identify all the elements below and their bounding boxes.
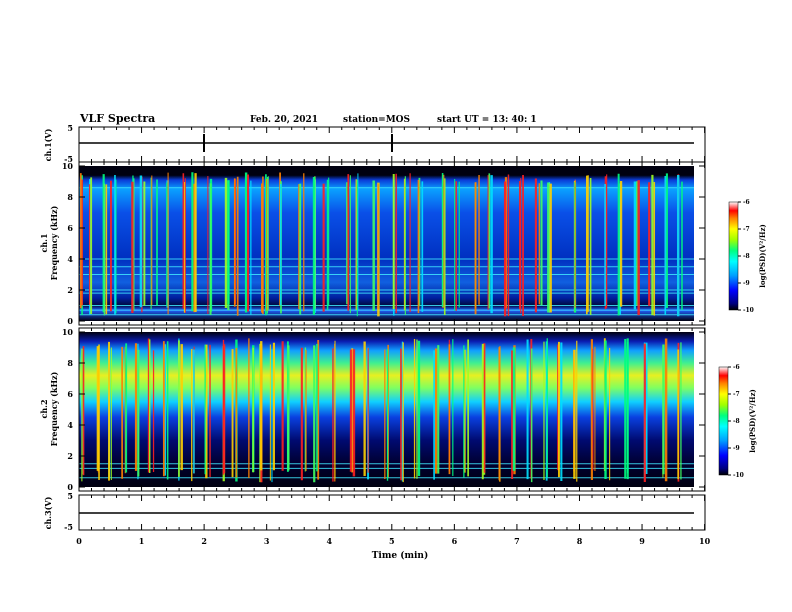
time-tick-label: 2 (201, 536, 207, 546)
ch2-spectrogram-marks (79, 338, 694, 483)
ch3-ytick-bottom: -5 (64, 522, 73, 532)
y-tick-label: 6 (67, 389, 73, 399)
ch2-colorbar-ticks: -6 -7 -8 -9 -10 (728, 364, 744, 479)
time-tick-label: 5 (389, 536, 395, 546)
colorbar-tick-label: -6 (743, 199, 750, 206)
colorbar-tick-label: -10 (743, 307, 754, 314)
ch3-waveform-xticks (78, 495, 706, 530)
y-tick-label: 4 (67, 420, 73, 430)
y-tick-label: 8 (67, 358, 73, 368)
colorbar-tick-label: -8 (733, 418, 740, 425)
y-tick-label: 0 (67, 482, 73, 492)
y-tick-label: 2 (67, 451, 73, 461)
ch1-spectrogram-background (79, 166, 694, 321)
ch1-spectrogram-ylabel-channel: ch.1 (39, 233, 49, 252)
y-tick-label: 0 (67, 316, 73, 326)
ch2-colorbar: -6 -7 -8 -9 -10 log(PSD)(V²/Hz) (718, 364, 757, 479)
ch3-waveform-panel: 5 -5 ch.3(V) 0 1 2 3 4 5 6 7 8 9 10 (43, 491, 711, 546)
colorbar-tick-label: -9 (733, 445, 740, 452)
ch1-colorbar-ticks: -6 -7 -8 -9 -10 (738, 199, 754, 314)
y-tick-label: 10 (62, 161, 74, 171)
station-label: station=MOS (343, 115, 410, 125)
ch2-spectrogram-panel: 0 2 4 6 8 10 ch.2 Frequency (kHz) (39, 327, 706, 492)
time-axis-ticklabels: 0 1 2 3 4 5 6 7 8 9 10 (76, 536, 710, 546)
time-tick-label: 7 (514, 536, 520, 546)
ch1-spectrogram-panel: 0 2 4 6 8 10 ch.1 Frequency (kHz) (39, 161, 706, 326)
time-tick-label: 4 (326, 536, 332, 546)
ch3-ytick-top: 5 (67, 491, 73, 501)
ch1-ytick-top: 5 (67, 123, 73, 133)
time-tick-label: 1 (139, 536, 145, 546)
ch1-ytick-bottom: -5 (64, 154, 73, 164)
ch1-colorbar-label: log(PSD)(V²/Hz) (758, 224, 767, 288)
time-tick-label: 9 (639, 536, 645, 546)
start-time-label: start UT = 13: 40: 1 (437, 115, 537, 125)
colorbar-tick-label: -7 (733, 391, 740, 398)
ch1-spectrogram-marks (79, 172, 694, 317)
y-tick-label: 10 (62, 327, 74, 337)
figure-title: VLF Spectra (79, 112, 155, 125)
time-axis-label: Time (min) (372, 550, 429, 561)
ch2-spectrogram-xticks (78, 328, 706, 491)
colorbar-tick-label: -9 (743, 280, 750, 287)
ch2-spectrogram-ylabel-frequency: Frequency (kHz) (49, 371, 59, 446)
time-tick-label: 0 (76, 536, 82, 546)
ch1-spectrogram-yticks: 0 2 4 6 8 10 (62, 161, 705, 326)
colorbar-tick-label: -6 (733, 364, 740, 371)
y-tick-label: 4 (67, 254, 73, 264)
time-tick-label: 8 (577, 536, 583, 546)
ch2-spectrogram-yticks: 0 2 4 6 8 10 (62, 327, 705, 492)
ch1-waveform-ylabel: ch.1(V) (43, 128, 53, 161)
date-label: Feb. 20, 2021 (250, 115, 318, 125)
ch2-colorbar-scale (718, 366, 729, 476)
y-tick-label: 2 (67, 285, 73, 295)
ch3-waveform-ylabel: ch.3(V) (43, 496, 53, 529)
ch2-colorbar-label: log(PSD)(V²/Hz) (748, 389, 757, 453)
ch1-colorbar: -6 -7 -8 -9 -10 log(PSD)(V²/Hz) (728, 199, 767, 314)
time-tick-label: 3 (264, 536, 270, 546)
colorbar-tick-label: -8 (743, 253, 750, 260)
y-tick-label: 8 (67, 192, 73, 202)
colorbar-tick-label: -10 (733, 472, 744, 479)
ch2-spectrogram-ylabel-channel: ch.2 (39, 399, 49, 418)
ch1-waveform-panel: 5 -5 ch.1(V) (43, 123, 706, 164)
colorbar-tick-label: -7 (743, 226, 750, 233)
ch1-colorbar-scale (728, 201, 739, 311)
ch1-spectrogram-ylabel-frequency: Frequency (kHz) (49, 205, 59, 280)
time-tick-label: 10 (699, 536, 711, 546)
time-tick-label: 6 (452, 536, 458, 546)
ch1-spectrogram-xticks (78, 162, 706, 325)
y-tick-label: 6 (67, 223, 73, 233)
